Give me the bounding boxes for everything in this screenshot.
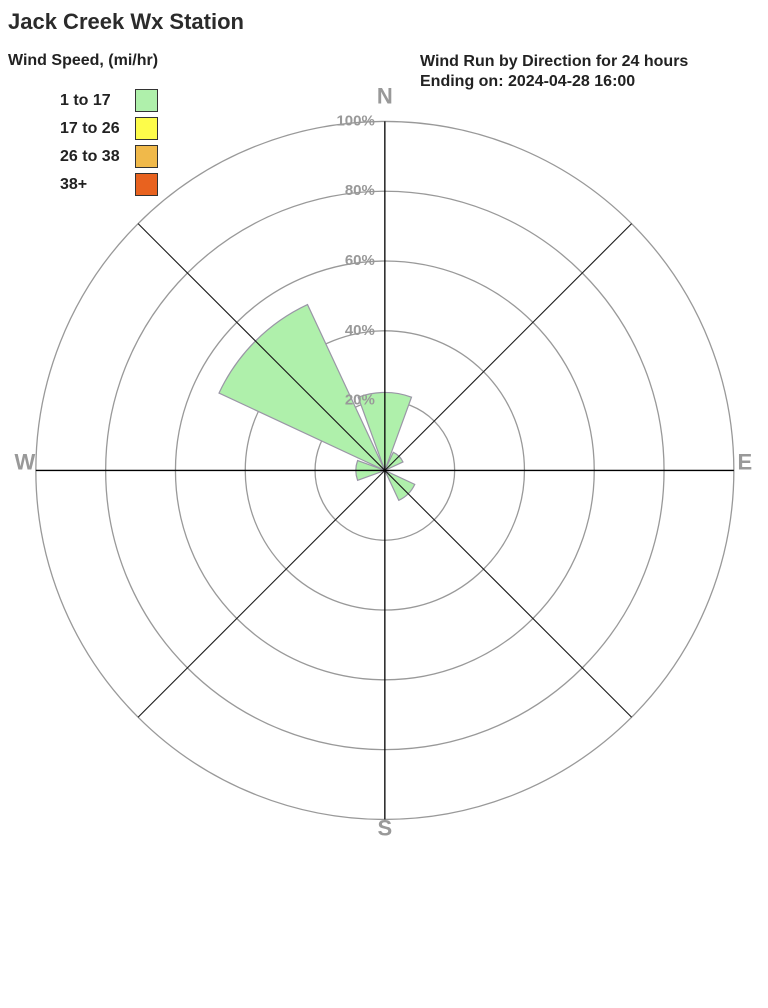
svg-text:W: W [14, 450, 35, 475]
svg-text:60%: 60% [345, 252, 375, 269]
svg-text:80%: 80% [345, 182, 375, 199]
svg-text:20%: 20% [345, 392, 375, 409]
svg-text:N: N [377, 84, 393, 109]
svg-text:40%: 40% [345, 322, 375, 339]
svg-text:100%: 100% [336, 112, 374, 129]
svg-text:S: S [378, 816, 393, 841]
svg-text:E: E [738, 450, 753, 475]
